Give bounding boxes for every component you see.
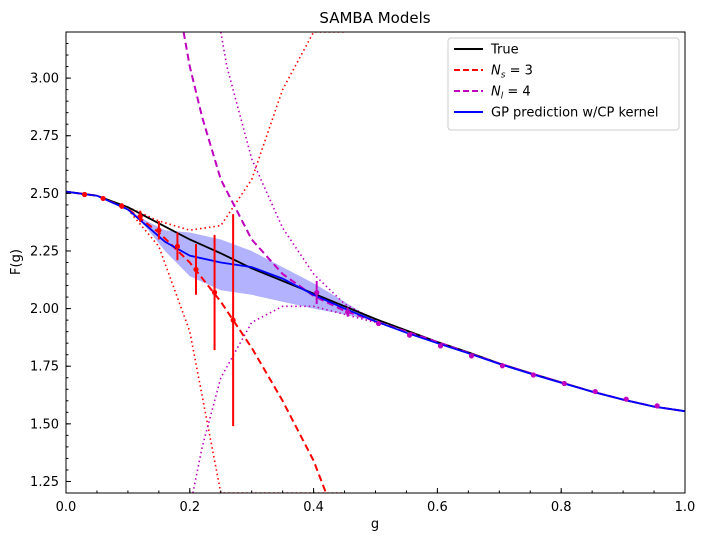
nl-data-point — [499, 363, 505, 369]
nl-data-point — [375, 320, 382, 327]
nl-data-point — [345, 309, 351, 315]
nl-data-point — [437, 343, 444, 349]
nl-uncertainty-lower — [192, 305, 376, 493]
y-tick-label: 1.75 — [30, 360, 59, 375]
nl-data-point — [530, 372, 536, 378]
ns-uncertainty-upper — [127, 32, 345, 232]
nl-data-point — [654, 403, 660, 409]
gp-line — [66, 190, 685, 413]
y-tick-label: 1.25 — [30, 475, 59, 490]
ns-data-point — [230, 317, 236, 323]
chart-title: SAMBA Models — [319, 9, 430, 27]
ns-data-point — [81, 191, 88, 198]
x-tick-label: 1.0 — [675, 500, 696, 515]
ns-data-point — [193, 266, 199, 273]
legend-entry-label: True — [490, 43, 519, 58]
nl-data-point — [623, 396, 629, 402]
x-tick-label: 0.0 — [56, 500, 77, 515]
x-tick-label: 0.8 — [551, 500, 572, 515]
legend-box — [447, 37, 680, 131]
y-tick-label: 1.50 — [30, 417, 59, 432]
ns-data-point — [137, 213, 143, 219]
legend-entry-label: GP prediction w/CP kernel — [491, 106, 659, 121]
nl-data-point — [468, 353, 475, 359]
x-tick-label: 0.6 — [427, 500, 448, 515]
legend-entry-label: Ns = 3 — [491, 64, 533, 81]
x-axis-label: g — [371, 517, 379, 532]
ns-data-point — [156, 227, 162, 233]
nl-data-point — [592, 388, 598, 395]
x-tick-label: 0.4 — [303, 500, 324, 515]
x-tick-label: 0.2 — [179, 500, 200, 515]
nl-data-point — [406, 332, 413, 338]
legend: True Ns = 3 Nl = 4 GP prediction w/CP kerne… — [447, 37, 680, 131]
nl-data-point — [561, 380, 567, 387]
ns-data-point — [174, 243, 181, 249]
ns-data-point — [211, 289, 218, 296]
ns-data-point — [119, 203, 125, 209]
y-tick-label: 2.50 — [30, 187, 59, 202]
y-tick-label: 2.25 — [30, 244, 59, 259]
nl-data-point — [314, 289, 320, 296]
ns-uncertainty-lower — [127, 208, 345, 493]
y-axis-label: F(g) — [9, 249, 24, 275]
y-tick-label: 2.75 — [30, 129, 59, 144]
y-tick-label: 2.00 — [30, 302, 59, 317]
ns-data-point — [100, 195, 106, 202]
legend-entry-label: Nl = 4 — [491, 85, 531, 102]
y-tick-label: 3.00 — [30, 72, 59, 87]
